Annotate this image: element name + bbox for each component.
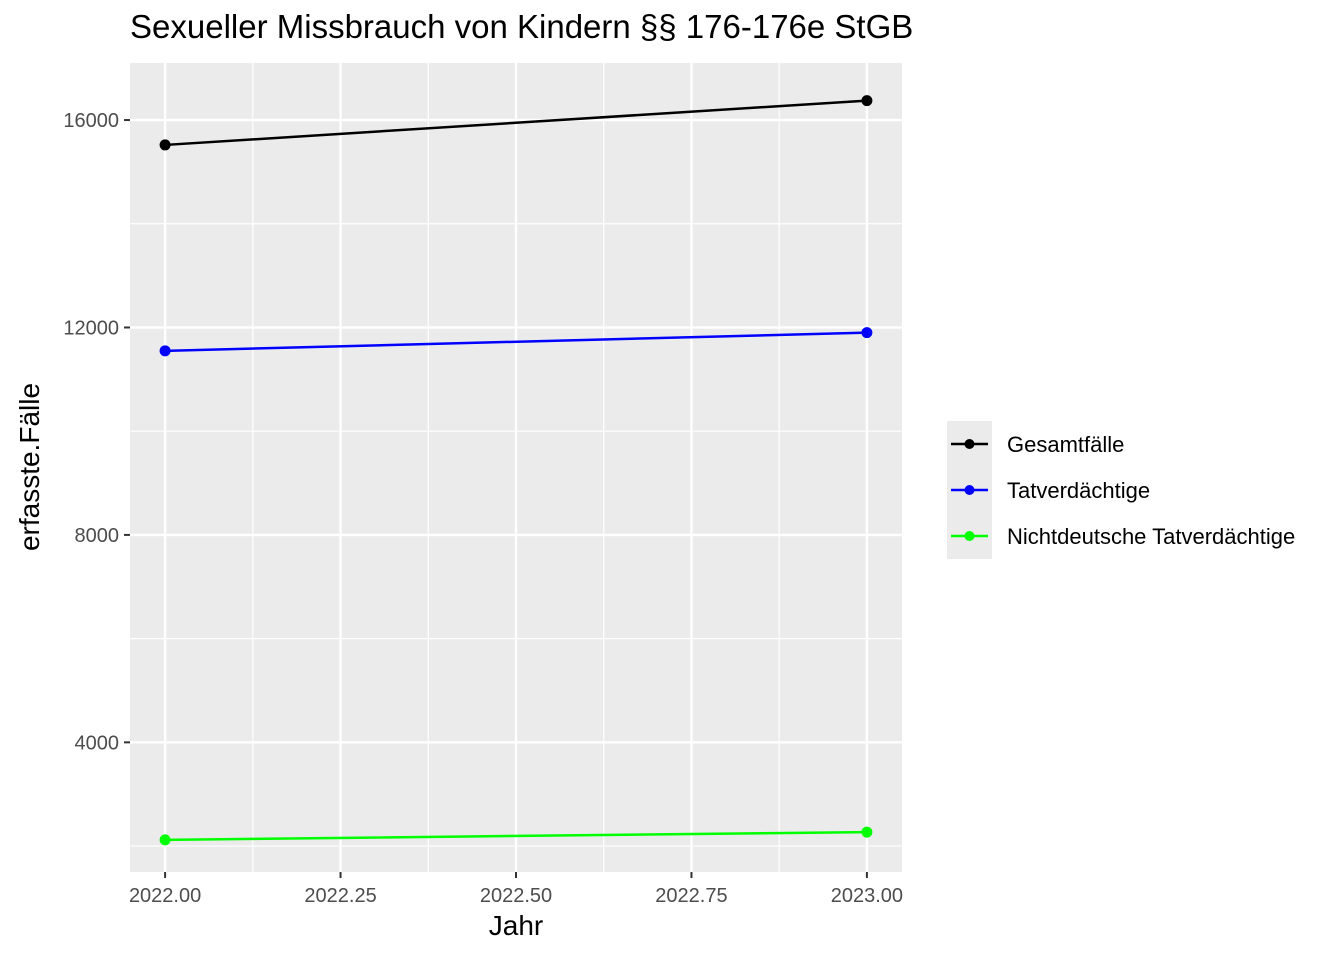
legend-swatch-nichtdeutsche [951,531,988,541]
y-tick-label: 12000 [63,317,119,339]
series-line [165,99,867,147]
series-line [165,331,867,353]
legend-swatch-tatverdaechtige [951,485,988,495]
y-tick-label: 16000 [63,110,119,132]
data-point [861,327,873,339]
x-tick-label: 2022.25 [304,885,376,907]
legend-item-tatverdaechtige: Tatverdächtige [947,467,1344,513]
data-point [861,95,873,107]
data-point [159,139,171,151]
x-axis-label: Jahr [488,910,544,941]
legend-label: Nichtdeutsche Tatverdächtige [1007,524,1296,549]
data-point [159,834,171,846]
x-tick-label: 2022.50 [480,885,552,907]
x-tick-label: 2022.00 [129,885,201,907]
chart-title: Sexueller Missbrauch von Kindern §§ 176-… [130,8,914,45]
series-layer [159,95,873,846]
y-tick-label: 4000 [75,732,120,754]
data-point [159,345,171,357]
legend-item-nichtdeutsche: Nichtdeutsche Tatverdächtige [947,513,1344,559]
legend-item-gesamtfaelle: Gesamtfälle [947,421,1344,467]
x-tick-label: 2022.75 [655,885,727,907]
y-tick-label: 8000 [75,525,120,547]
legend-label: Tatverdächtige [1007,478,1151,503]
series-line [165,830,867,842]
major-gridlines [130,63,902,872]
axis-layer: 4000 8000 12000 16000 2022.00 2022.25 2022.50 2… [63,110,903,907]
y-axis-label: erfasste.Fälle [14,382,45,552]
legend-swatch-gesamtfaelle [951,439,988,449]
x-tick-label: 2023.00 [831,885,903,907]
data-point [861,826,873,838]
legend-label: Gesamtfälle [1007,432,1125,457]
